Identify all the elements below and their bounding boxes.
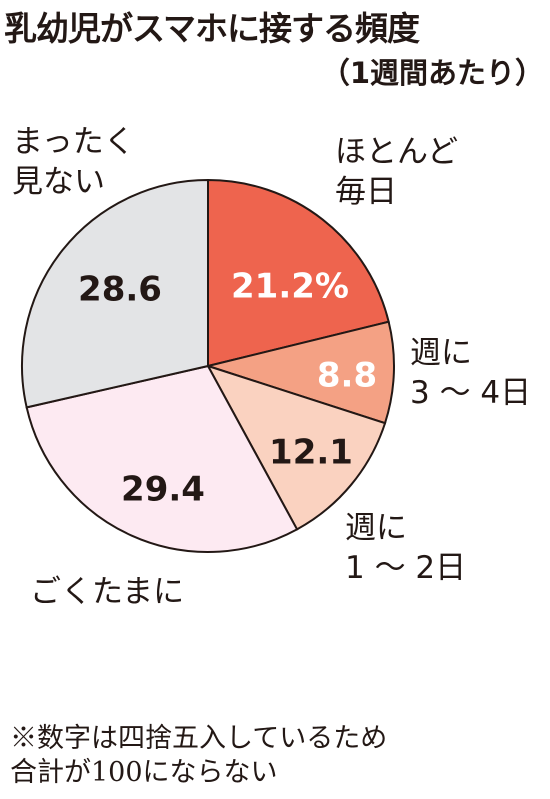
value-label: 29.4 <box>121 470 205 510</box>
footnote: ※数字は四捨五入しているため 合計が100にならない <box>10 723 388 788</box>
chart-title: 乳幼児がスマホに接する頻度 <box>4 9 420 48</box>
pie-slice <box>21 178 209 409</box>
pie-slice <box>204 320 395 425</box>
category-label: まったく 見ない <box>12 124 135 200</box>
category-label: 週に 1 〜 2日 <box>345 510 467 586</box>
value-label: 8.8 <box>317 356 377 396</box>
category-label: ほとんど 毎日 <box>335 134 459 210</box>
value-label: 12.1 <box>269 433 353 473</box>
value-label: 28.6 <box>78 270 162 310</box>
category-label: ごくたまに <box>30 574 185 610</box>
pie-slice <box>25 364 299 553</box>
pie-slice <box>207 178 390 368</box>
category-label: 週に 3 〜 4日 <box>410 335 532 411</box>
pie-slice <box>205 364 387 531</box>
value-label: 21.2% <box>231 267 349 307</box>
chart-subtitle: （1週間あたり） <box>320 56 544 90</box>
